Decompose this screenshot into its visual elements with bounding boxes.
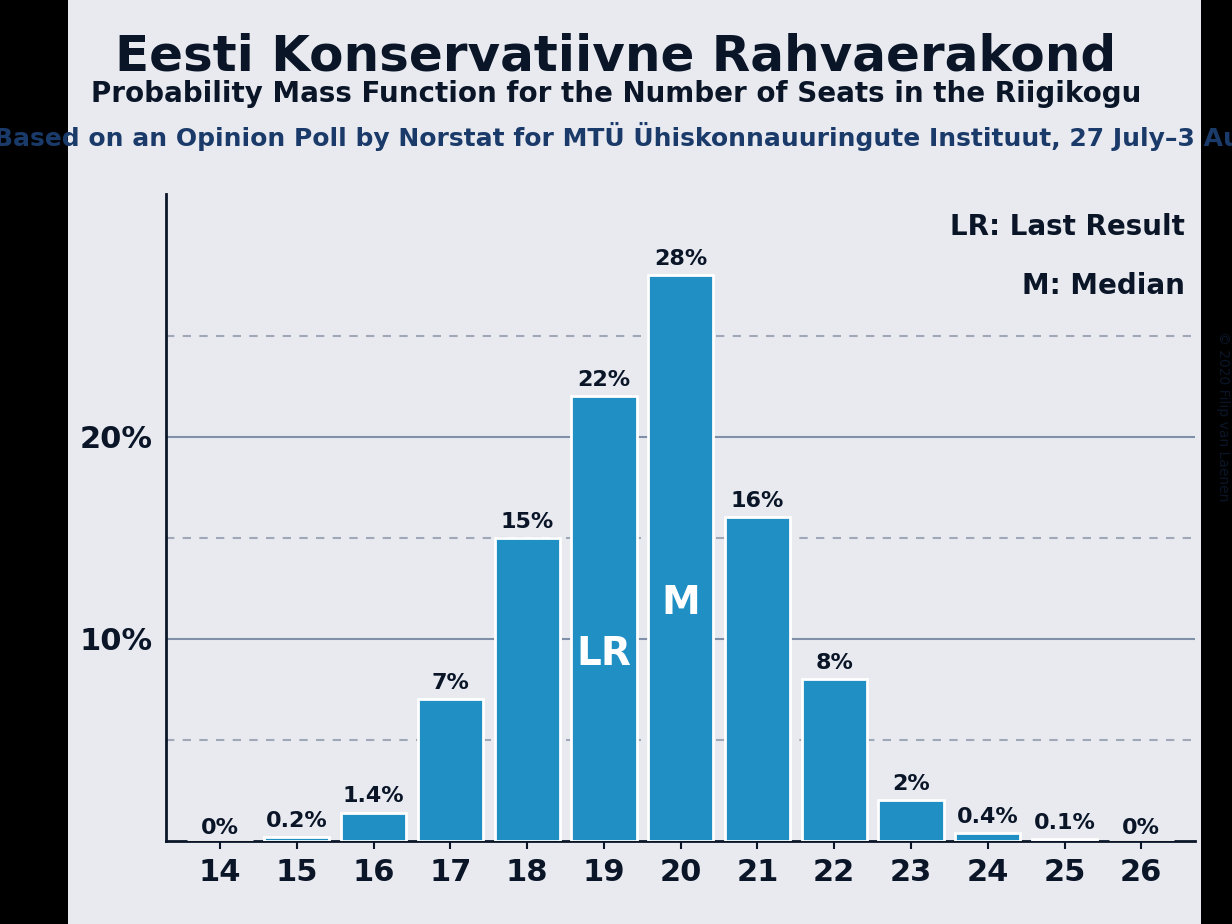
Bar [955, 833, 1020, 841]
Text: 0%: 0% [1122, 818, 1161, 838]
Text: 8%: 8% [816, 653, 853, 673]
Bar [418, 699, 483, 841]
Text: 1.4%: 1.4% [342, 786, 404, 807]
Text: Eesti Konservatiivne Rahvaerakond: Eesti Konservatiivne Rahvaerakond [116, 32, 1116, 80]
Bar [341, 812, 407, 841]
Text: 15%: 15% [500, 512, 553, 531]
Bar [264, 837, 329, 841]
Bar [648, 275, 713, 841]
Text: LR: LR [577, 635, 631, 673]
Text: Probability Mass Function for the Number of Seats in the Riigikogu: Probability Mass Function for the Number… [91, 80, 1141, 108]
Bar [572, 396, 637, 841]
Text: M: Median: M: Median [1021, 272, 1185, 299]
Bar [724, 517, 790, 841]
Text: 0%: 0% [201, 818, 239, 838]
Text: 0.2%: 0.2% [266, 810, 328, 831]
Text: M: M [662, 584, 700, 622]
Text: LR: Last Result: LR: Last Result [950, 213, 1185, 241]
Bar [802, 679, 867, 841]
Text: 16%: 16% [731, 492, 784, 511]
Text: 22%: 22% [578, 371, 631, 390]
Text: Based on an Opinion Poll by Norstat for MTÜ Ühiskonnauuringute Instituut, 27 Jul: Based on an Opinion Poll by Norstat for … [0, 122, 1232, 151]
Text: 2%: 2% [892, 774, 930, 795]
Bar [1032, 839, 1098, 841]
Text: 28%: 28% [654, 249, 707, 269]
Text: 0.4%: 0.4% [957, 807, 1019, 827]
Bar [494, 538, 559, 841]
Text: 7%: 7% [431, 674, 469, 693]
Text: 0.1%: 0.1% [1034, 813, 1095, 833]
Text: © 2020 Filip van Laenen: © 2020 Filip van Laenen [1216, 331, 1230, 501]
Bar [878, 800, 944, 841]
